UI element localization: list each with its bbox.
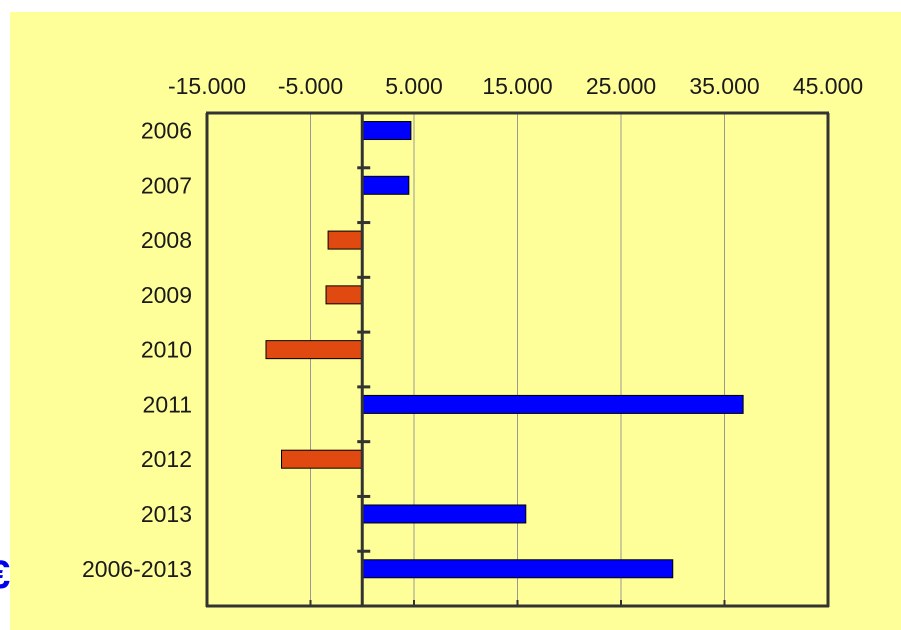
bar-2006-2013 xyxy=(361,559,674,579)
bar-2011 xyxy=(361,394,744,414)
euro-symbol-fragment: € xyxy=(0,555,10,595)
category-label: 2007 xyxy=(141,172,192,198)
category-label: 2010 xyxy=(141,337,192,363)
grid-lines xyxy=(206,113,829,606)
category-label: 2008 xyxy=(141,227,192,253)
bar-2008 xyxy=(327,230,363,250)
bar-2009 xyxy=(325,285,363,305)
x-tick-label: 45.000 xyxy=(793,73,863,99)
bar-2010 xyxy=(265,340,363,360)
category-label: 2006 xyxy=(141,118,192,144)
x-tick-label: 5.000 xyxy=(385,73,443,99)
bar-2013 xyxy=(361,504,527,524)
bar-2006 xyxy=(361,121,412,141)
bars xyxy=(265,121,744,579)
x-tick-label: -15.000 xyxy=(168,73,246,99)
x-tick-label: 15.000 xyxy=(482,73,552,99)
x-tick-label: 35.000 xyxy=(689,73,759,99)
category-label: 2012 xyxy=(141,446,192,472)
chart-panel xyxy=(10,12,901,630)
x-tick-label: 25.000 xyxy=(586,73,656,99)
category-label: 2013 xyxy=(141,501,192,527)
category-label: 2009 xyxy=(141,282,192,308)
category-labels: 2006 2007 2008 2009 2010 2011 2012 2013 2006-201… xyxy=(82,118,192,582)
category-label: 2006-2013 xyxy=(82,556,192,582)
bar-2007 xyxy=(361,175,410,195)
axes xyxy=(205,111,830,608)
bar-2012 xyxy=(281,449,363,469)
category-label: 2011 xyxy=(143,391,192,417)
x-tick-labels: -15.000 -5.000 5.000 15.000 25.000 35.000 45.0… xyxy=(168,73,863,99)
x-tick-label: -5.000 xyxy=(278,73,343,99)
